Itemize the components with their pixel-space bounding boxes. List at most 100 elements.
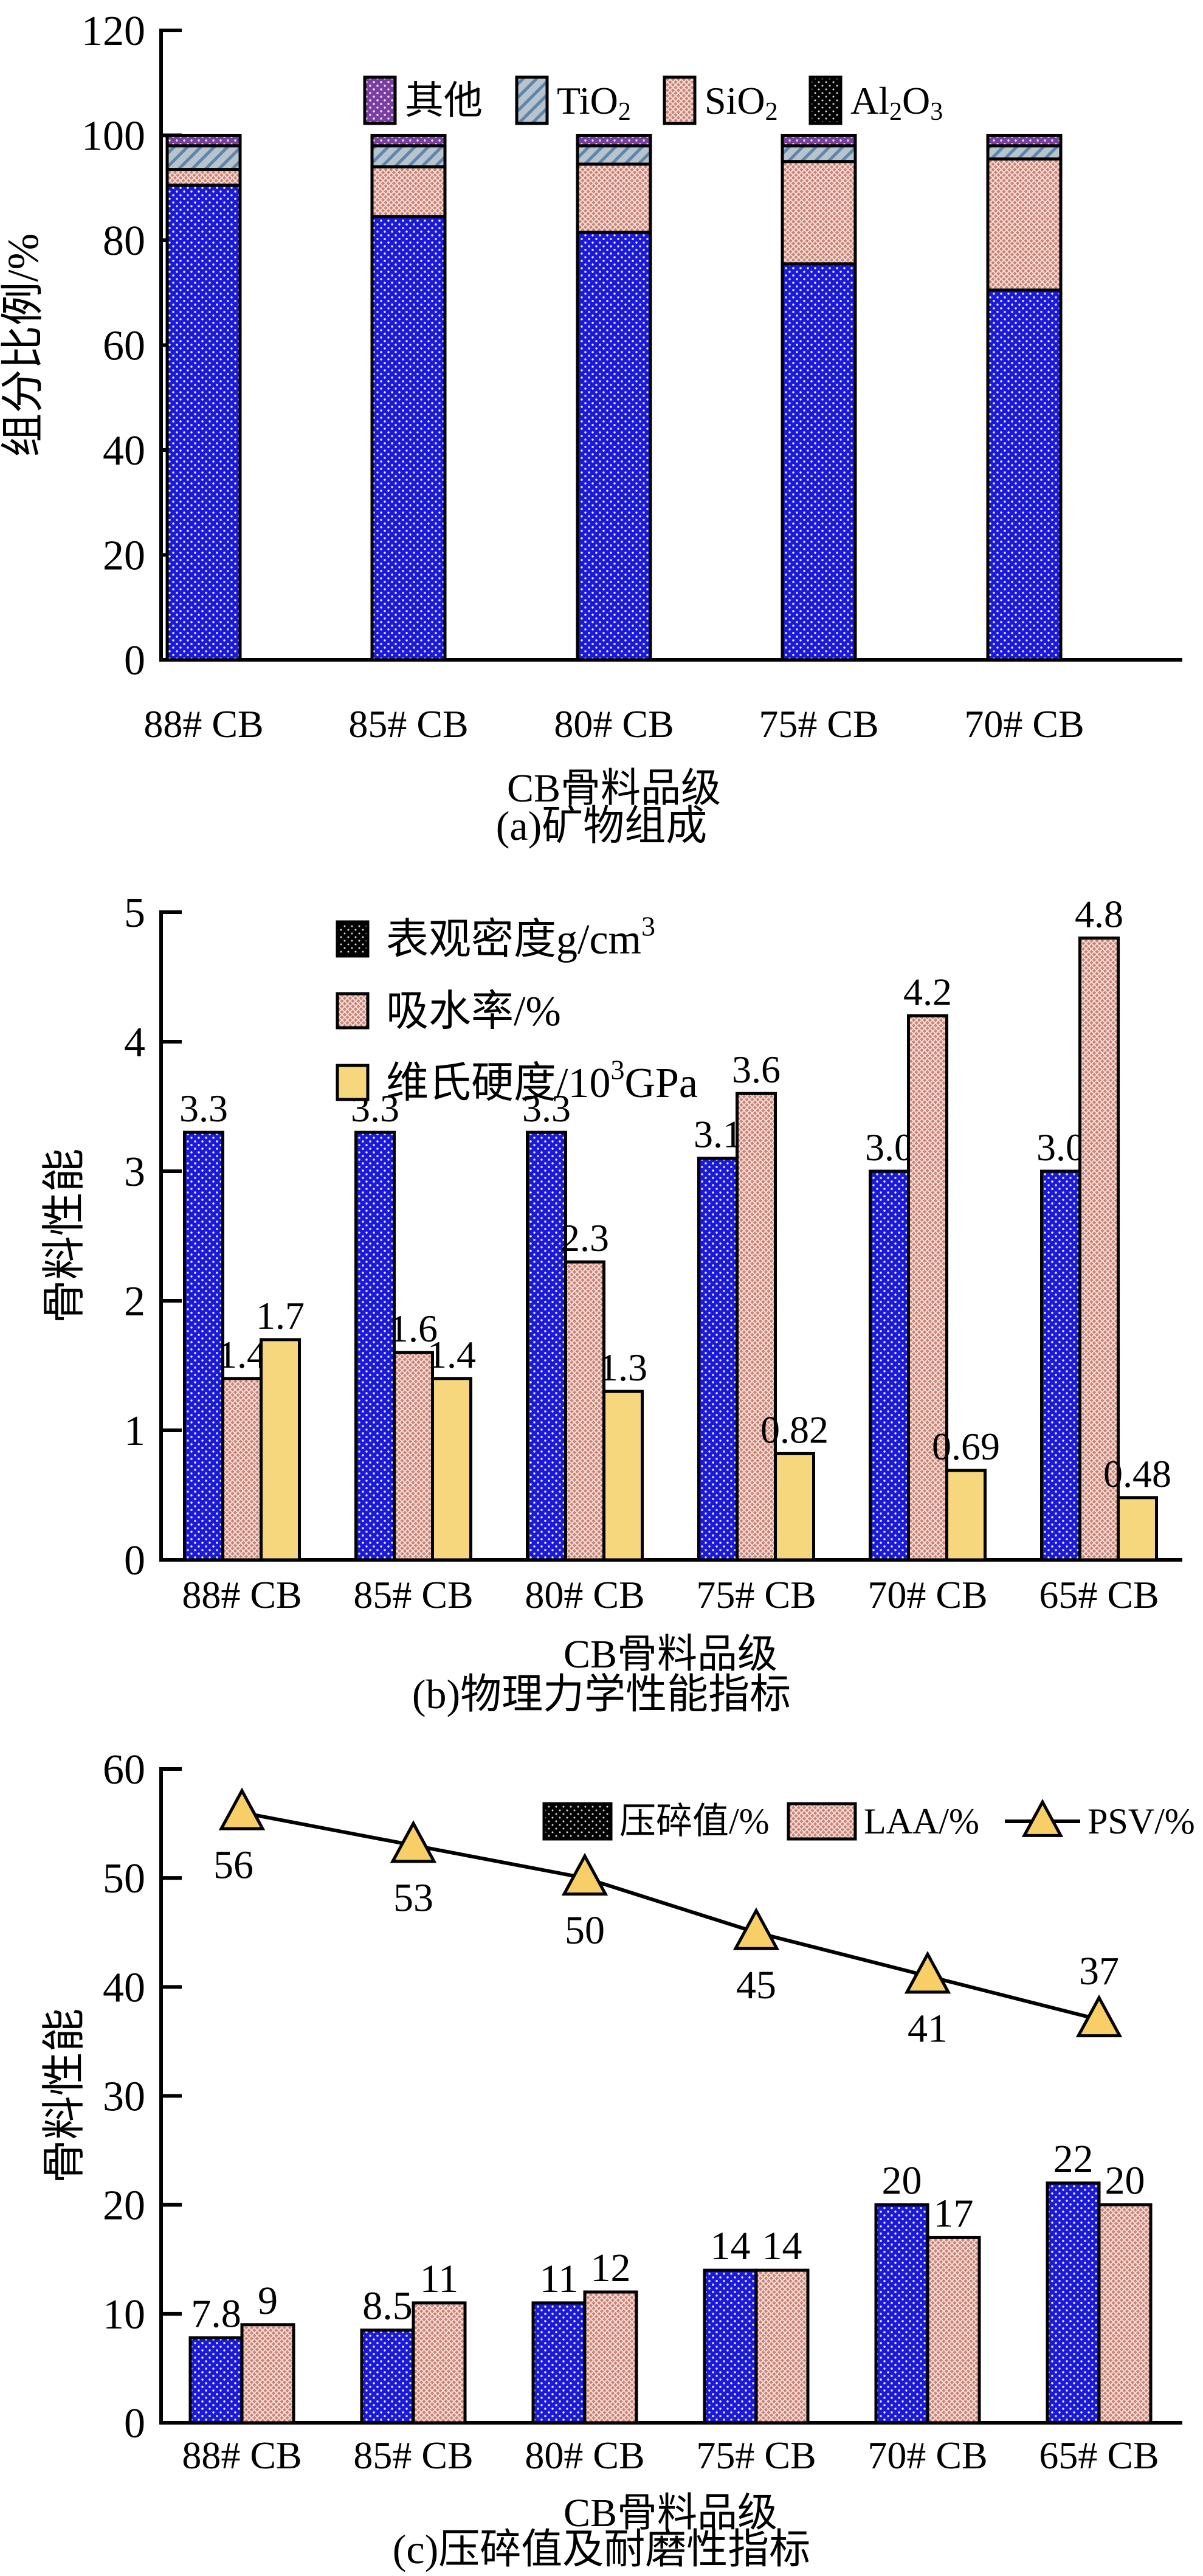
bar-维氏硬度/10³GPa: [945, 1469, 987, 1562]
text-part: 其他: [405, 79, 483, 122]
bar-压碎值/%: [1046, 2181, 1101, 2425]
y-tick-label: 0: [124, 1537, 145, 1584]
legend-swatch-Al₂O₃: [808, 75, 843, 125]
data-label: 3.0: [865, 1126, 914, 1169]
legend-label-维氏硬度/10³GPa: 维氏硬度/103GPa: [386, 1054, 698, 1107]
data-label: 4.2: [903, 970, 952, 1013]
data-label: 14: [711, 2224, 751, 2268]
bar-吸水率/%: [393, 1351, 434, 1562]
data-label: 3.6: [732, 1048, 781, 1091]
data-label: 0.69: [932, 1425, 1000, 1468]
category-label: 75# CB: [696, 1573, 816, 1616]
psv-line: [241, 1810, 1100, 2021]
psv-marker: [904, 1951, 951, 1994]
legend-swatch-吸水率/%: [336, 992, 370, 1030]
legend-label-吸水率/%: 吸水率/%: [386, 988, 561, 1035]
chart-a-caption: (a)矿物组成: [495, 803, 708, 849]
data-label: 4.8: [1075, 893, 1123, 936]
psv-marker: [390, 1820, 437, 1863]
category-label: 88# CB: [143, 702, 263, 746]
text-part: 表观密度g/cm: [386, 916, 641, 963]
category-label: 75# CB: [759, 702, 878, 746]
bar-LAA/%: [240, 2323, 295, 2425]
data-label: 3.0: [1036, 1126, 1085, 1169]
stack-segment-TiO₂: [370, 144, 447, 168]
stack-segment-SiO₂: [576, 162, 652, 234]
chart-c-crush-abrasion: 0 10 20 30 40 50 60 7.8 8.5 11 14 20 22 9 11 12 14 17 20 56…: [0, 1717, 1203, 2576]
data-label: 2.3: [560, 1216, 609, 1259]
legend-label-TiO₂: TiO2: [557, 79, 631, 126]
bar-压碎值/%: [188, 2336, 244, 2425]
category-label: 65# CB: [1039, 1573, 1159, 1616]
stack-segment-Al₂O₃: [165, 183, 242, 662]
bar-LAA/%: [412, 2301, 467, 2425]
psv-marker: [1075, 1994, 1123, 2038]
data-label: 22: [1053, 2137, 1094, 2181]
y-tick-label: 4: [124, 1019, 145, 1066]
category-label: 80# CB: [554, 702, 674, 746]
y-tick-label: 40: [103, 428, 145, 474]
y-tick-label: 0: [124, 2400, 145, 2447]
y-tick-label: 20: [103, 2183, 145, 2229]
text-part: 3: [641, 911, 655, 942]
legend-swatch-其他: [363, 75, 397, 125]
bar-表观密度g/cm³: [1040, 1169, 1081, 1562]
legend-label-表观密度g/cm³: 表观密度g/cm3: [386, 911, 655, 963]
data-label: 0.82: [760, 1408, 829, 1451]
psv-value-label: 53: [393, 1875, 433, 1920]
data-label: 12: [591, 2246, 631, 2290]
stack-segment-其他: [370, 134, 447, 148]
text-part: TiO: [557, 79, 618, 122]
category-label: 88# CB: [182, 2434, 302, 2477]
text-part: 2: [618, 98, 631, 126]
y-axis-title: 骨料性能: [40, 1148, 89, 1323]
bar-维氏硬度/10³GPa: [431, 1377, 472, 1562]
stack-segment-TiO₂: [986, 144, 1063, 161]
psv-value-label: 45: [736, 1963, 776, 2007]
data-label: 14: [762, 2224, 802, 2268]
bar-维氏硬度/10³GPa: [1117, 1496, 1158, 1562]
text-part: 3: [930, 98, 943, 126]
text-part: 压碎值/%: [619, 1801, 770, 1841]
stack-segment-Al₂O₃: [781, 262, 857, 662]
bar-表观密度g/cm³: [869, 1169, 910, 1562]
category-label: 70# CB: [867, 2434, 987, 2477]
bar-LAA/%: [754, 2268, 810, 2425]
x-axis-title: CB骨料品级: [507, 766, 721, 811]
x-axis-title: CB骨料品级: [564, 1632, 777, 1677]
stack-segment-Al₂O₃: [370, 215, 447, 662]
bar-压碎值/%: [360, 2328, 415, 2425]
data-label: 8.5: [362, 2284, 413, 2328]
bar-LAA/%: [583, 2290, 638, 2425]
stack-segment-TiO₂: [781, 144, 857, 164]
psv-value-label: 37: [1079, 1949, 1119, 1993]
bar-表观密度g/cm³: [697, 1157, 739, 1562]
category-label: 75# CB: [696, 2434, 816, 2477]
y-tick-label: 5: [124, 890, 145, 937]
y-tick-label: 120: [81, 8, 145, 55]
stack-segment-SiO₂: [986, 157, 1063, 292]
stack-segment-TiO₂: [576, 144, 652, 166]
stack-segment-SiO₂: [370, 165, 447, 218]
y-tick-label: 10: [103, 2291, 145, 2338]
bar-维氏硬度/10³GPa: [260, 1338, 301, 1562]
y-tick-label: 60: [103, 323, 145, 370]
text-part: 2: [889, 98, 902, 126]
text-part: GPa: [624, 1060, 698, 1107]
data-label: 0.48: [1103, 1452, 1171, 1495]
y-tick-label: 0: [124, 637, 145, 684]
psv-value-label: 50: [565, 1908, 605, 1953]
legend-label-LAA/%: LAA/%: [864, 1801, 979, 1841]
text-part: 2: [765, 98, 778, 126]
stack-segment-SiO₂: [165, 168, 242, 187]
stack-segment-SiO₂: [781, 160, 857, 266]
text-part: 3: [610, 1054, 624, 1085]
legend-label-PSV/%: PSV/%: [1088, 1801, 1195, 1841]
text-part: LAA/%: [864, 1801, 979, 1841]
y-tick-label: 2: [124, 1278, 145, 1325]
bar-吸水率/%: [1078, 937, 1120, 1562]
y-tick-label: 60: [103, 1747, 145, 1793]
y-tick-label: 50: [103, 1855, 145, 1902]
